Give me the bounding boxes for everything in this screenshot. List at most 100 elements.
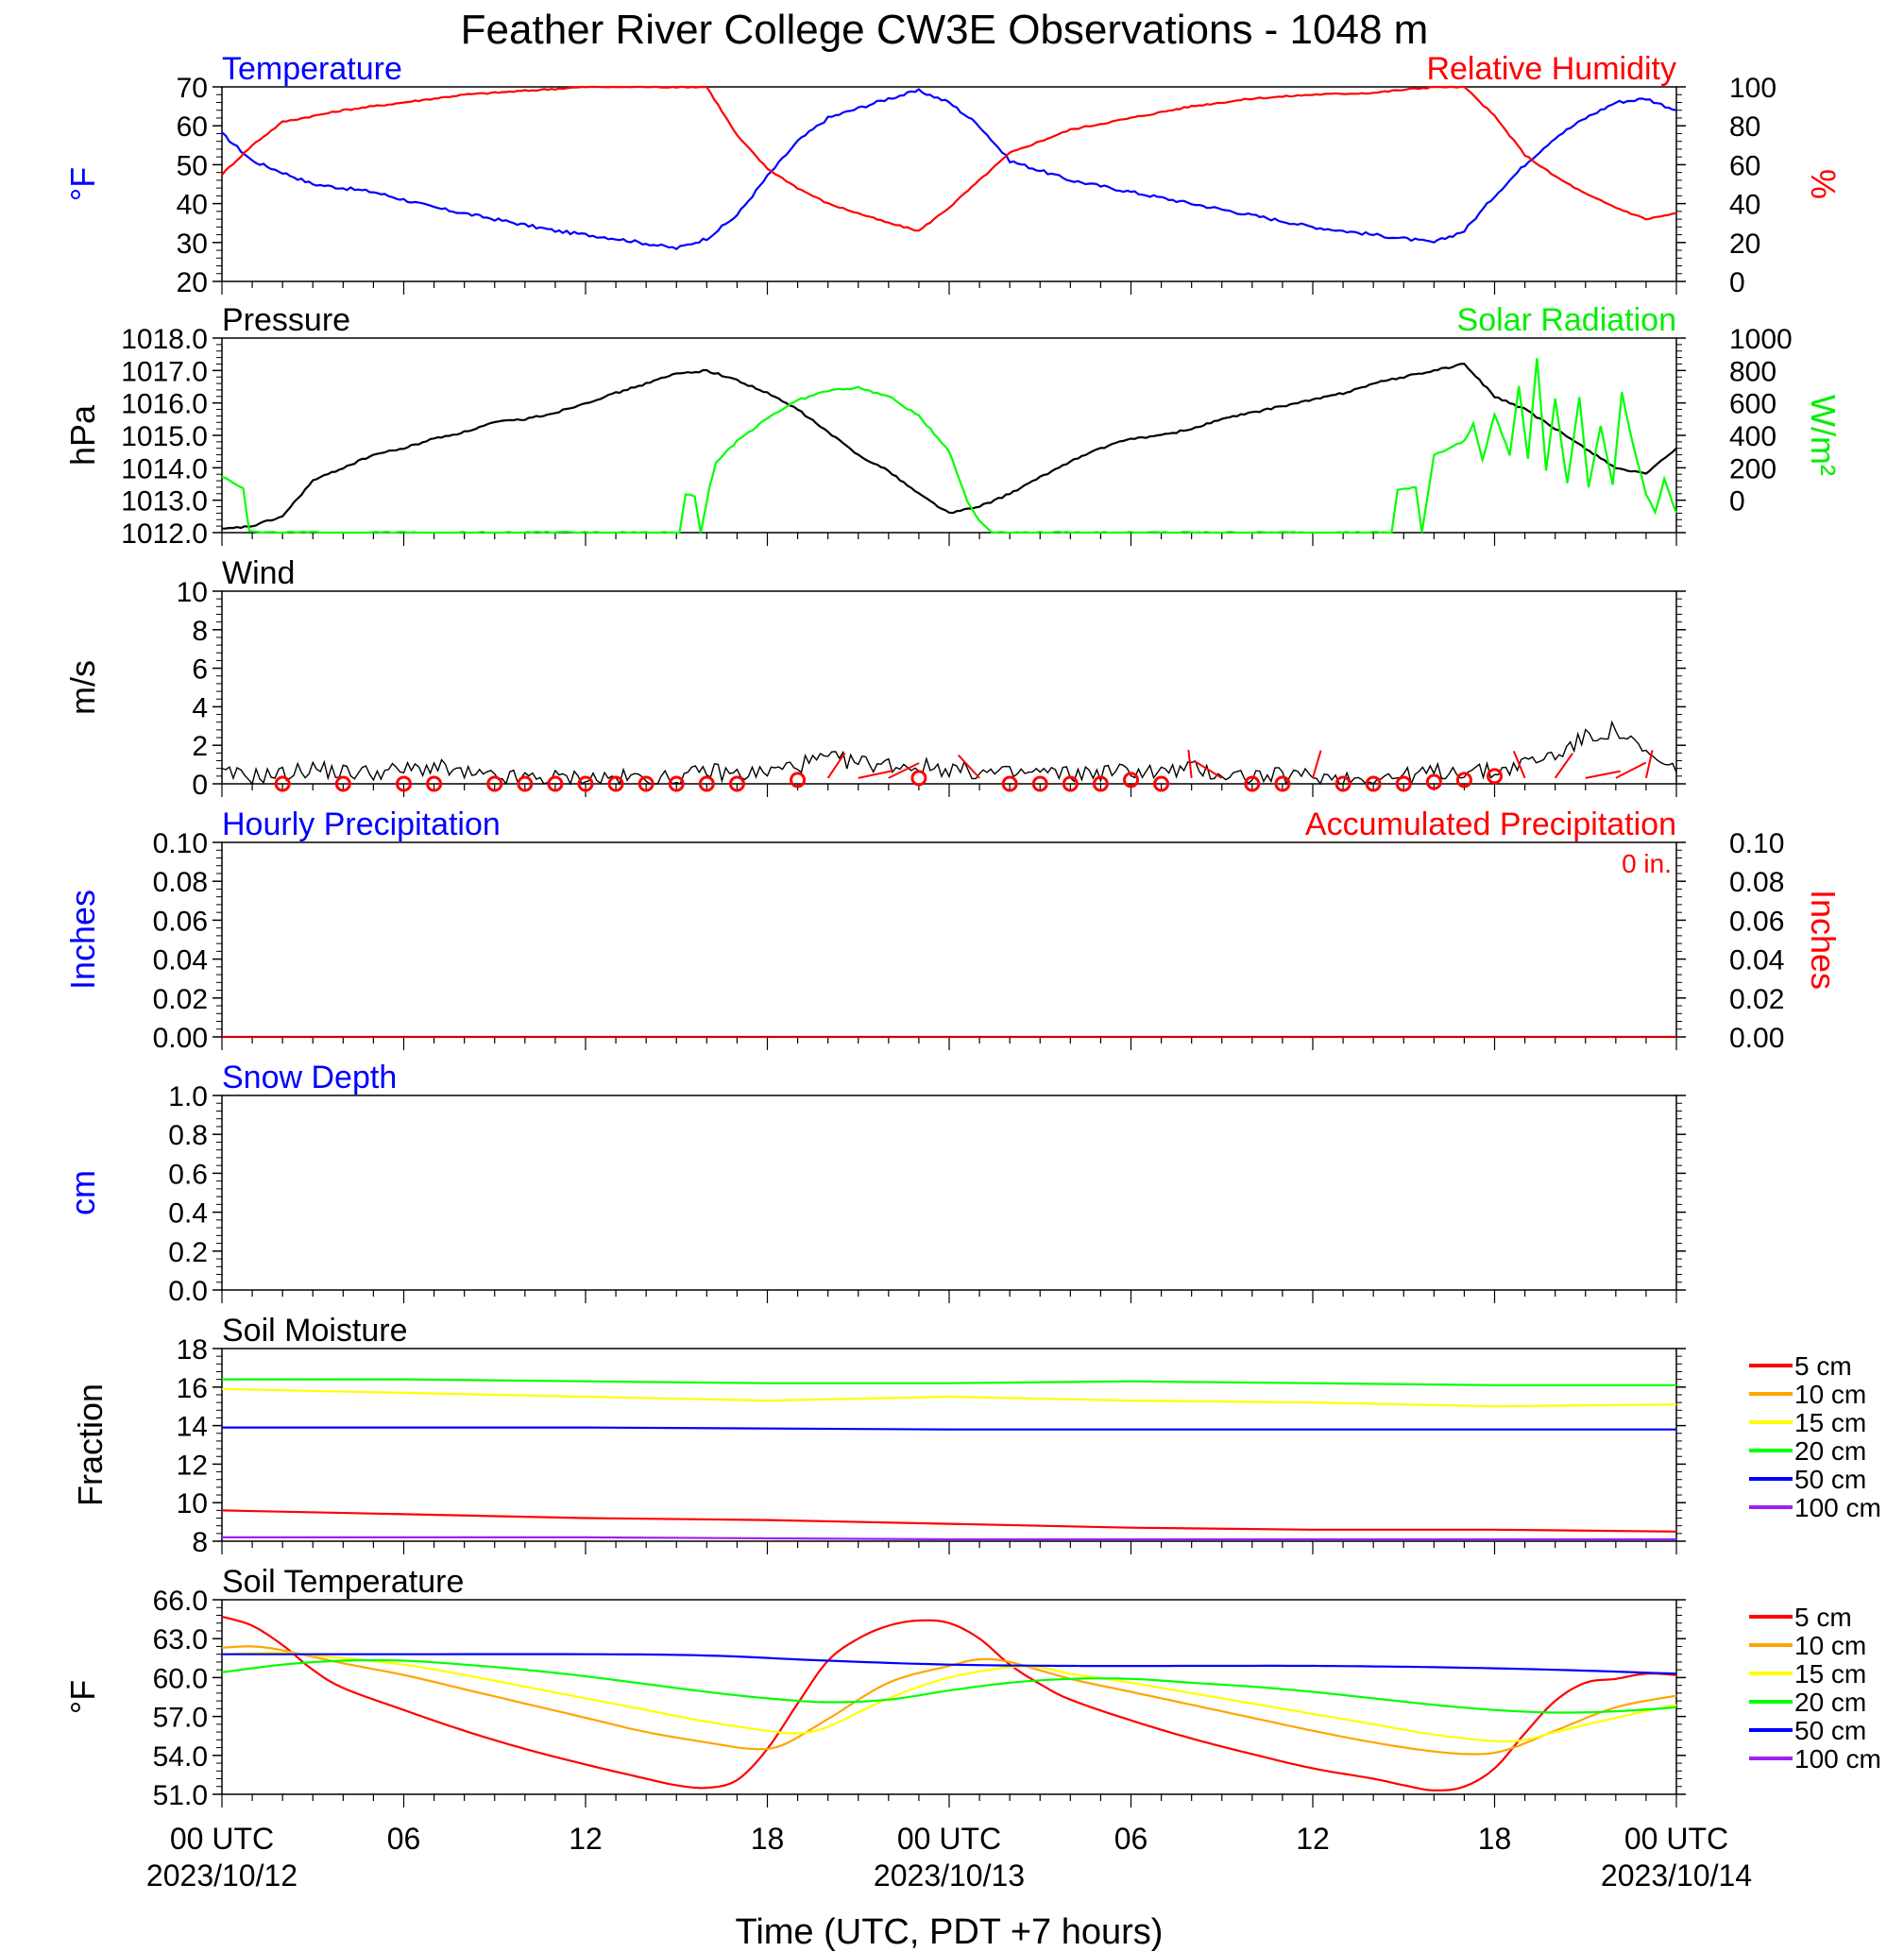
wind-calm-marker: [607, 775, 624, 792]
y-tick-label-right: 40: [1729, 190, 1760, 221]
wind-calm-marker: [517, 775, 534, 792]
y-tick-label-right: 80: [1729, 111, 1760, 143]
wind-barb: [1187, 749, 1193, 778]
series-line-relative-humidity: [221, 85, 1677, 232]
panel-frame: [221, 86, 1677, 282]
series-line-50-cm: [222, 1653, 1677, 1675]
series-line-15-cm: [221, 1387, 1677, 1408]
panel-title-left: Pressure: [222, 302, 350, 338]
panel-title-right: Accumulated Precipitation: [1305, 806, 1676, 842]
x-tick-label: 00 UTC: [1624, 1822, 1728, 1856]
y-tick-label-right: 0.08: [1729, 867, 1784, 898]
x-tick-label: 00 UTC: [170, 1822, 274, 1856]
y-tick-label: 8: [192, 1527, 208, 1558]
panel-annotation: 0 in.: [1622, 849, 1672, 878]
legend-label: 100 cm: [1794, 1744, 1881, 1774]
panel-frame: [221, 1599, 1677, 1795]
panel-temp: 70 100 60 80 50 60 40 40 30 20 20 0 Temperature Relat…: [63, 51, 1843, 298]
series-line-pressure: [221, 363, 1677, 530]
y-tick-label: 1014.0: [121, 453, 208, 484]
y-tick-label-right: 1000: [1729, 324, 1793, 355]
panel-snow: 1.0 0.8 0.6 0.4 0.2 0.0 Snow Depth cm: [63, 1060, 1686, 1307]
x-tick-label: 00 UTC: [897, 1822, 1001, 1856]
panel-frame: [221, 337, 1677, 534]
y-tick-label: 0.8: [168, 1120, 208, 1151]
y-tick-label: 57.0: [153, 1703, 208, 1734]
y-tick-label: 0.6: [168, 1159, 208, 1190]
panel-frame: [221, 590, 1677, 785]
y-axis-label-right: %: [1804, 169, 1843, 199]
wind-barb: [826, 752, 846, 779]
y-tick-label-right: 400: [1729, 421, 1776, 452]
y-tick-label: 1017.0: [121, 356, 208, 387]
wind-barb: [1512, 750, 1526, 779]
wind-calm-marker: [1031, 775, 1048, 792]
series-line-wind: [221, 720, 1677, 787]
y-axis-label: Fraction: [71, 1383, 110, 1506]
x-tick-date: 2023/10/14: [1601, 1859, 1752, 1893]
y-tick-label: 0: [192, 770, 208, 801]
wind-barb: [858, 770, 893, 779]
series-line-20-cm: [221, 1658, 1677, 1714]
y-axis-label: m/s: [63, 660, 102, 715]
y-tick-label-right: 0: [1729, 267, 1745, 298]
y-tick-label: 16: [177, 1373, 208, 1404]
y-tick-label: 6: [192, 654, 208, 686]
wind-barb: [1312, 750, 1322, 779]
y-tick-label-right: 60: [1729, 150, 1760, 181]
x-tick-label: 06: [387, 1822, 421, 1856]
y-axis-label: °F: [63, 1680, 102, 1714]
wind-calm-marker: [1092, 775, 1109, 792]
wind-calm-marker: [577, 775, 594, 792]
y-tick-label-right: 200: [1729, 453, 1776, 484]
legend-label: 10 cm: [1794, 1631, 1866, 1660]
y-axis-label: Inches: [63, 890, 102, 990]
y-tick-label: 1016.0: [121, 389, 208, 420]
legend-label: 50 cm: [1794, 1716, 1866, 1745]
wind-calm-marker: [698, 775, 715, 792]
wind-calm-marker: [728, 775, 745, 792]
y-tick-label: 66.0: [153, 1586, 208, 1617]
panel-wind: 10 8 6 4 2 0 Wind m/s: [63, 555, 1686, 801]
y-tick-label-right: 800: [1729, 356, 1776, 387]
wind-calm-marker: [1062, 775, 1079, 792]
series-line-50-cm: [222, 1426, 1676, 1431]
y-tick-label-right: 0.02: [1729, 984, 1784, 1015]
panel-title-left: Wind: [222, 555, 295, 591]
wind-barb: [1585, 770, 1621, 779]
wind-calm-marker: [1274, 775, 1291, 792]
y-tick-label: 1013.0: [121, 486, 208, 518]
panel-title-left: Temperature: [222, 51, 402, 87]
y-tick-label: 50: [177, 150, 208, 181]
wind-calm-marker: [334, 775, 351, 792]
y-tick-label: 51.0: [153, 1780, 208, 1811]
panel-precip: 0.10 0.10 0.08 0.08 0.06 0.06 0.04 0.04 0.02 0.02…: [63, 806, 1843, 1054]
y-axis-label: cm: [63, 1170, 102, 1215]
y-tick-label: 0.4: [168, 1198, 208, 1230]
x-tick-label: 18: [1478, 1822, 1512, 1856]
wind-calm-marker: [1365, 775, 1382, 792]
wind-calm-marker: [486, 775, 503, 792]
wind-calm-marker: [547, 775, 564, 792]
y-tick-label: 1.0: [168, 1081, 208, 1112]
y-axis-label-right: Inches: [1804, 890, 1843, 990]
panel-title-right: Solar Radiation: [1457, 302, 1676, 338]
series-line-20-cm: [222, 1378, 1676, 1386]
y-tick-label: 63.0: [153, 1624, 208, 1655]
x-tick-label: 12: [569, 1822, 603, 1856]
y-tick-label: 0.10: [153, 828, 208, 859]
y-tick-label: 70: [177, 73, 208, 104]
series-line-100-cm: [222, 1536, 1676, 1541]
series-line-5-cm: [221, 1509, 1677, 1533]
y-tick-label-right: 20: [1729, 229, 1760, 260]
y-axis-label-right: W/m²: [1804, 395, 1843, 476]
wind-calm-marker: [426, 775, 443, 792]
wind-calm-marker: [1334, 775, 1352, 792]
y-tick-label: 10: [177, 1488, 208, 1519]
y-axis-label: hPa: [63, 404, 102, 466]
panel-frame: [221, 1348, 1677, 1542]
x-tick-label: 18: [751, 1822, 785, 1856]
y-tick-label-right: 0: [1729, 486, 1745, 518]
panel-frame: [221, 841, 1677, 1038]
